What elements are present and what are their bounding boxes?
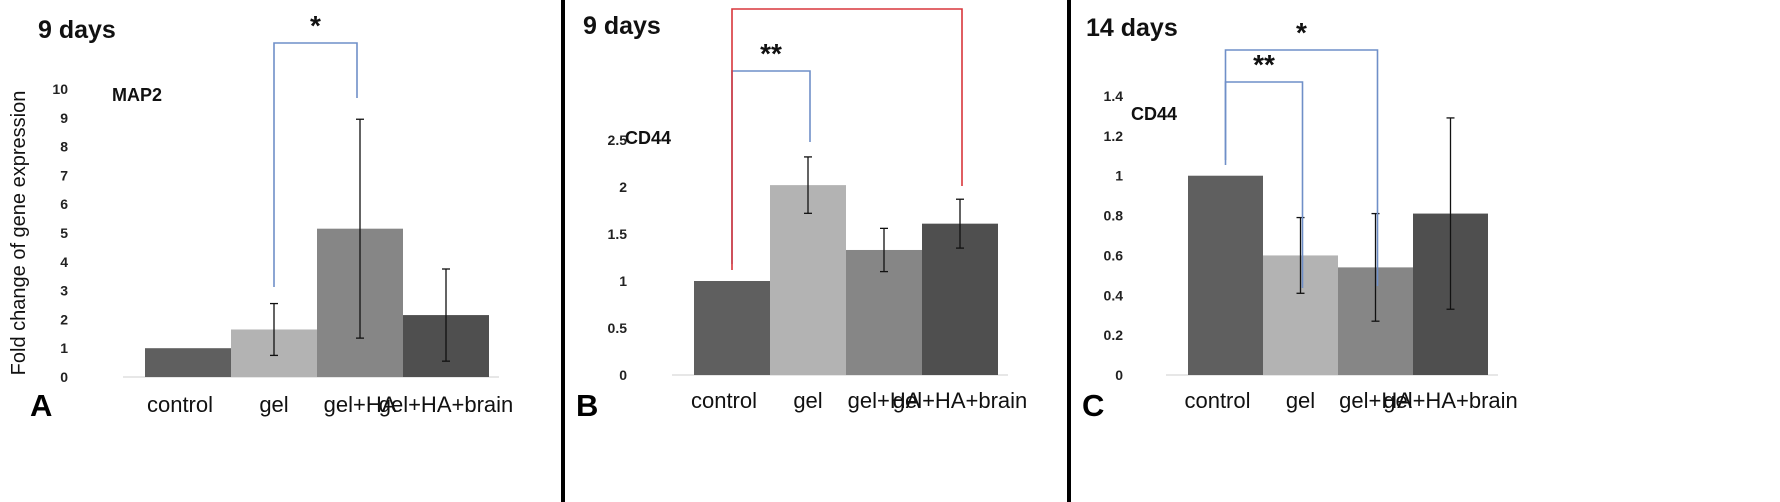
timepoint-label: 9 days bbox=[583, 12, 661, 40]
category-label: gel+HA bbox=[1339, 388, 1412, 413]
panel-label: C bbox=[1082, 388, 1104, 423]
y-tick-label: 4 bbox=[60, 254, 68, 270]
y-tick-label: 0.2 bbox=[1104, 327, 1124, 343]
y-tick-label: 0.6 bbox=[1104, 247, 1124, 263]
category-label: gel+HA+brain bbox=[1383, 388, 1518, 413]
y-tick-label: 1.2 bbox=[1104, 128, 1124, 144]
y-tick-label: 7 bbox=[60, 167, 68, 183]
gene-label: CD44 bbox=[1131, 104, 1177, 124]
panel-b: 0 0.5 1 1.5 2 2.5 control gel gel+HAgel+HA+brain… bbox=[576, 0, 1027, 423]
category-label: gel bbox=[259, 392, 288, 417]
panel-label: A bbox=[30, 388, 52, 423]
category-label: control bbox=[147, 392, 213, 417]
category-label: gel+HA+brain bbox=[379, 392, 514, 417]
y-tick-label: 0 bbox=[619, 367, 627, 383]
y-tick-label: 0.8 bbox=[1104, 208, 1124, 224]
panel-c: 0 0.2 0.4 0.6 0.8 1 1.2 1.4 control gel gel+HAgel+… bbox=[1082, 14, 1518, 423]
category-label: gel bbox=[793, 388, 822, 413]
significance-bracket bbox=[273, 42, 358, 287]
gene-label: CD44 bbox=[625, 128, 671, 148]
y-tick-label: 8 bbox=[60, 139, 68, 155]
bar-control bbox=[1188, 175, 1263, 375]
y-tick-label: 1.5 bbox=[608, 226, 628, 242]
y-tick-label: 10 bbox=[52, 81, 68, 97]
y-tick-label: 1 bbox=[619, 273, 627, 289]
timepoint-label: 14 days bbox=[1086, 14, 1178, 42]
y-tick-label: 2.5 bbox=[608, 132, 628, 148]
significance-marker: ** bbox=[760, 38, 782, 69]
category-label: gel bbox=[1286, 388, 1315, 413]
y-tick-label: 5 bbox=[60, 225, 68, 241]
significance-bracket bbox=[1224, 49, 1379, 286]
panel-label: B bbox=[576, 388, 598, 423]
bar-control bbox=[694, 281, 770, 375]
y-tick-label: 0 bbox=[1115, 367, 1123, 383]
significance-bracket bbox=[731, 8, 963, 270]
significance-marker: * bbox=[310, 10, 321, 41]
y-tick-label: 6 bbox=[60, 196, 68, 212]
gene-label: MAP2 bbox=[112, 85, 162, 105]
category-label: control bbox=[1184, 388, 1250, 413]
y-axis-label: Fold change of gene expression bbox=[8, 91, 30, 376]
y-tick-label: 0.5 bbox=[608, 320, 628, 336]
y-tick-label: 1 bbox=[60, 340, 68, 356]
category-label: gel+HA bbox=[848, 388, 921, 413]
significance-marker: ** bbox=[1253, 49, 1275, 80]
category-label: control bbox=[691, 388, 757, 413]
significance-marker: * bbox=[1296, 17, 1307, 48]
timepoint-label: 9 days bbox=[38, 16, 116, 44]
y-tick-label: 0 bbox=[60, 369, 68, 385]
category-label: gel+HA+brain bbox=[893, 388, 1028, 413]
y-tick-label: 3 bbox=[60, 283, 68, 299]
significance-marker: ** bbox=[836, 0, 858, 7]
bar-gel bbox=[770, 185, 846, 375]
y-tick-label: 2 bbox=[60, 311, 68, 327]
y-tick-label: 0.4 bbox=[1104, 287, 1124, 303]
category-label: gel+HA bbox=[324, 392, 397, 417]
bar-control bbox=[145, 348, 231, 377]
y-tick-label: 2 bbox=[619, 179, 627, 195]
panel-a: 0 1 2 3 4 5 6 7 8 9 10 control gel gel+HAgel+HA+brain… bbox=[8, 10, 513, 423]
y-tick-label: 1.4 bbox=[1104, 88, 1124, 104]
y-tick-label: 1 bbox=[1115, 168, 1123, 184]
y-tick-label: 9 bbox=[60, 110, 68, 126]
bar-gel-HA-brain bbox=[922, 223, 998, 375]
